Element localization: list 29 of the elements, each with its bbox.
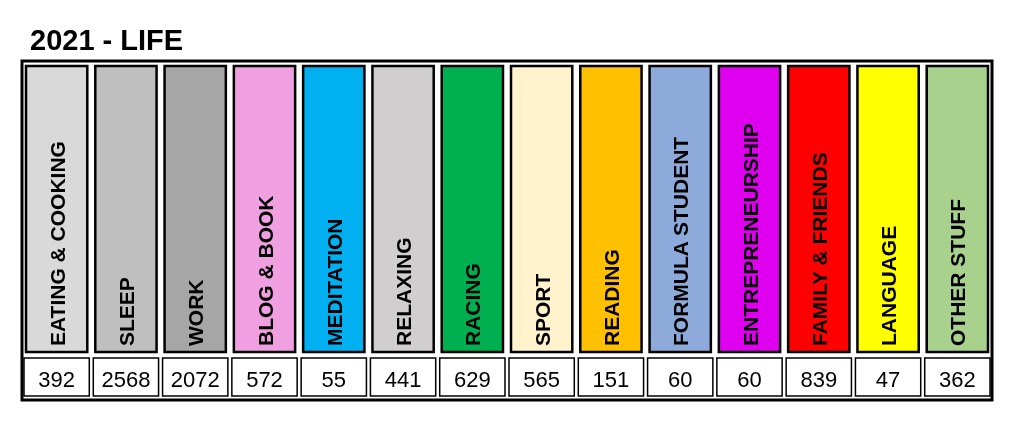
category-label: BLOG & BOOK xyxy=(253,195,277,346)
data-label: 565 xyxy=(523,367,560,392)
category-label: LANGUAGE xyxy=(877,225,901,346)
category-label: RELAXING xyxy=(392,237,416,346)
category-label: WORK xyxy=(184,279,208,346)
category-label: FORMULA STUDENT xyxy=(669,136,693,346)
category-label: OTHER STUFF xyxy=(946,198,970,346)
data-label: 2568 xyxy=(101,367,151,392)
category-label: SPORT xyxy=(530,273,554,346)
data-label: 2072 xyxy=(170,367,220,392)
data-label: 441 xyxy=(384,367,422,392)
category-label: FAMILY & FRIENDS xyxy=(807,152,831,346)
category-label: RACING xyxy=(461,263,485,346)
data-label: 47 xyxy=(875,367,901,392)
data-label: 60 xyxy=(667,367,693,392)
category-label: ENTREPRENEURSHIP xyxy=(738,123,762,346)
data-label: 572 xyxy=(246,367,283,392)
data-label: 151 xyxy=(592,367,630,392)
category-label: READING xyxy=(599,249,623,346)
category-label: EATING & COOKING xyxy=(45,141,69,346)
category-label: MEDITATION xyxy=(322,218,346,346)
data-label: 362 xyxy=(939,367,976,392)
data-label: 392 xyxy=(38,367,75,392)
category-label: SLEEP xyxy=(114,277,138,346)
data-label: 60 xyxy=(737,367,762,392)
data-label: 839 xyxy=(800,367,838,392)
data-label: 55 xyxy=(321,367,347,392)
data-label: 629 xyxy=(454,367,491,392)
text: 2021 - LIFE xyxy=(30,24,184,56)
